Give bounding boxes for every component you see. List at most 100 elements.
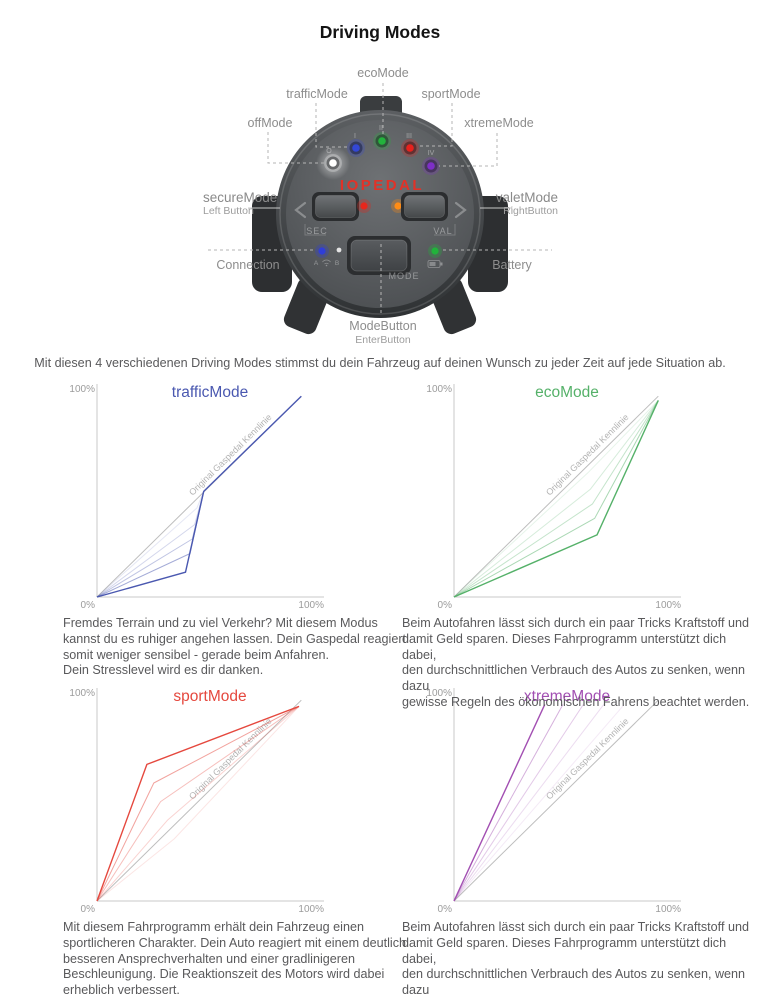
sec-bracket: [304, 224, 326, 236]
battery-led: [431, 247, 439, 255]
reference-line-label: Original Gaspedal Kennlinie: [544, 716, 631, 801]
callout-sportmode: sportMode: [421, 87, 480, 101]
marker-a: A: [314, 260, 319, 267]
description-sportmode: Mit diesem Fahrprogramm erhält dein Fahr…: [63, 920, 407, 998]
aux-curve: [96, 706, 300, 902]
main-curve: [453, 400, 659, 598]
wifi-icon: [322, 259, 331, 265]
x-axis-right-label: 100%: [298, 600, 324, 611]
aux-curve: [453, 704, 564, 902]
x-axis-right-label: 100%: [655, 904, 681, 915]
callout-connection: Connection: [216, 258, 279, 272]
callout-battery: Battery: [492, 258, 532, 272]
main-curve: [96, 705, 300, 902]
mode-button-face: [350, 239, 408, 272]
aux-curve: [453, 704, 625, 902]
callout-ecomode: ecoMode: [357, 66, 408, 80]
chart-sportmode: 100%0% 100%Original Gaspedal Kennliniespo…: [70, 688, 324, 915]
numeral-three: III: [406, 133, 412, 140]
aux-curve: [96, 706, 300, 902]
callout-valetmode: valetMode: [496, 190, 558, 205]
x-axis-right-label: 100%: [298, 904, 324, 915]
aux-curve: [453, 400, 659, 598]
chart-title: sportMode: [173, 688, 246, 705]
callout-securemode: secureMode: [203, 190, 277, 205]
aux-curve: [453, 400, 659, 598]
y-axis-top-label: 100%: [427, 384, 452, 395]
numeral-two: II: [379, 125, 383, 132]
callout-securemode-sub: Left Button: [203, 205, 254, 217]
sport-callout-line: [418, 103, 453, 147]
sec-button-label: SEC: [306, 226, 328, 236]
reference-line: [96, 699, 302, 902]
numeral-off: O: [326, 148, 332, 155]
description-ecomode: Beim Autofahren lässt sich durch ein paa…: [402, 616, 750, 709]
traffic-led: [352, 144, 360, 152]
reference-line-label: Original Gaspedal Kennlinie: [544, 412, 631, 497]
aux-curve: [96, 705, 300, 902]
aux-curve: [453, 400, 659, 598]
wifi-dot: [325, 264, 328, 267]
iopedal-device-diagram: O I II III IV IOPEDAL SEC VAL MODE: [203, 66, 558, 346]
x-axis-right-label: 100%: [655, 600, 681, 611]
val-button-label: VAL: [433, 226, 452, 236]
aux-curve: [453, 704, 584, 902]
chart-xtrememode: 100% 0% 100% Original Gaspedal Kennlinie xtr…: [427, 688, 681, 915]
mode-button-label: MODE: [389, 271, 420, 281]
off-callout-line: [267, 132, 325, 164]
sec-button-face: [315, 195, 356, 218]
aux-curve: [96, 491, 205, 598]
numeral-one: I: [354, 133, 356, 140]
connection-led2: [336, 247, 342, 253]
origin-label: 0%: [81, 600, 96, 611]
callout-valetmode-sub: RightButton: [503, 205, 558, 217]
aux-curve: [96, 705, 300, 902]
callout-xtrememode: xtremeMode: [464, 116, 534, 130]
description-trafficmode: Fremdes Terrain und zu viel Verkehr? Mit…: [63, 616, 407, 678]
chart-trafficmode: 100% 0% 100% Original Gaspedal Kennlinie tra…: [70, 384, 324, 611]
chart-title: trafficMode: [172, 384, 248, 401]
sport-led: [406, 144, 414, 152]
battery-icon-nub: [440, 262, 443, 266]
y-axis-top-label: 100%: [70, 384, 95, 395]
reference-line-label: Original Gaspedal Kennlinie: [187, 412, 274, 497]
xtreme-led: [427, 162, 435, 170]
chart-title: ecoMode: [535, 384, 599, 401]
origin-label: 0%: [438, 600, 453, 611]
reference-line: [453, 699, 659, 902]
iopedal-logo: IOPEDAL: [340, 177, 424, 194]
val-button-face: [404, 195, 445, 218]
origin-label: 0%: [81, 904, 96, 915]
secure-led: [360, 202, 368, 210]
y-axis-top-label: 100%: [70, 688, 95, 699]
device-rim-highlight: [279, 113, 481, 315]
description-xtrememode: Beim Autofahren lässt sich durch ein paa…: [402, 920, 749, 1000]
origin-label: 0%: [438, 904, 453, 915]
xtreme-callout-line: [439, 133, 498, 167]
off-led: [329, 159, 337, 167]
page-title: Driving Modes: [319, 22, 441, 42]
main-curve: [96, 395, 302, 598]
intro-text: Mit diesen 4 verschiedenen Driving Modes…: [34, 356, 726, 370]
chart-title: xtremeMode: [524, 688, 610, 705]
numeral-four: IV: [428, 150, 435, 157]
val-bracket: [434, 224, 456, 236]
y-axis-top-label: 100%: [427, 688, 452, 699]
chart-ecomode: 100% 0% 100% Original Gaspedal Kennlinie eco…: [427, 384, 681, 611]
mode-led-row: [324, 132, 440, 175]
callout-modebutton-sub: EnterButton: [355, 334, 411, 346]
main-curve: [453, 704, 546, 902]
callout-modebutton: ModeButton: [349, 319, 416, 333]
aux-curve: [453, 704, 605, 902]
reference-line: [453, 395, 659, 598]
callout-offmode: offMode: [248, 116, 293, 130]
battery-icon: [427, 260, 441, 268]
eco-led: [378, 137, 386, 145]
callout-trafficmode: trafficMode: [286, 87, 348, 101]
connection-led: [318, 247, 326, 255]
right-arrow-icon: [454, 201, 467, 219]
traffic-callout-line: [315, 103, 349, 148]
battery-icon-fill: [429, 262, 436, 266]
left-arrow-icon: [294, 201, 307, 219]
